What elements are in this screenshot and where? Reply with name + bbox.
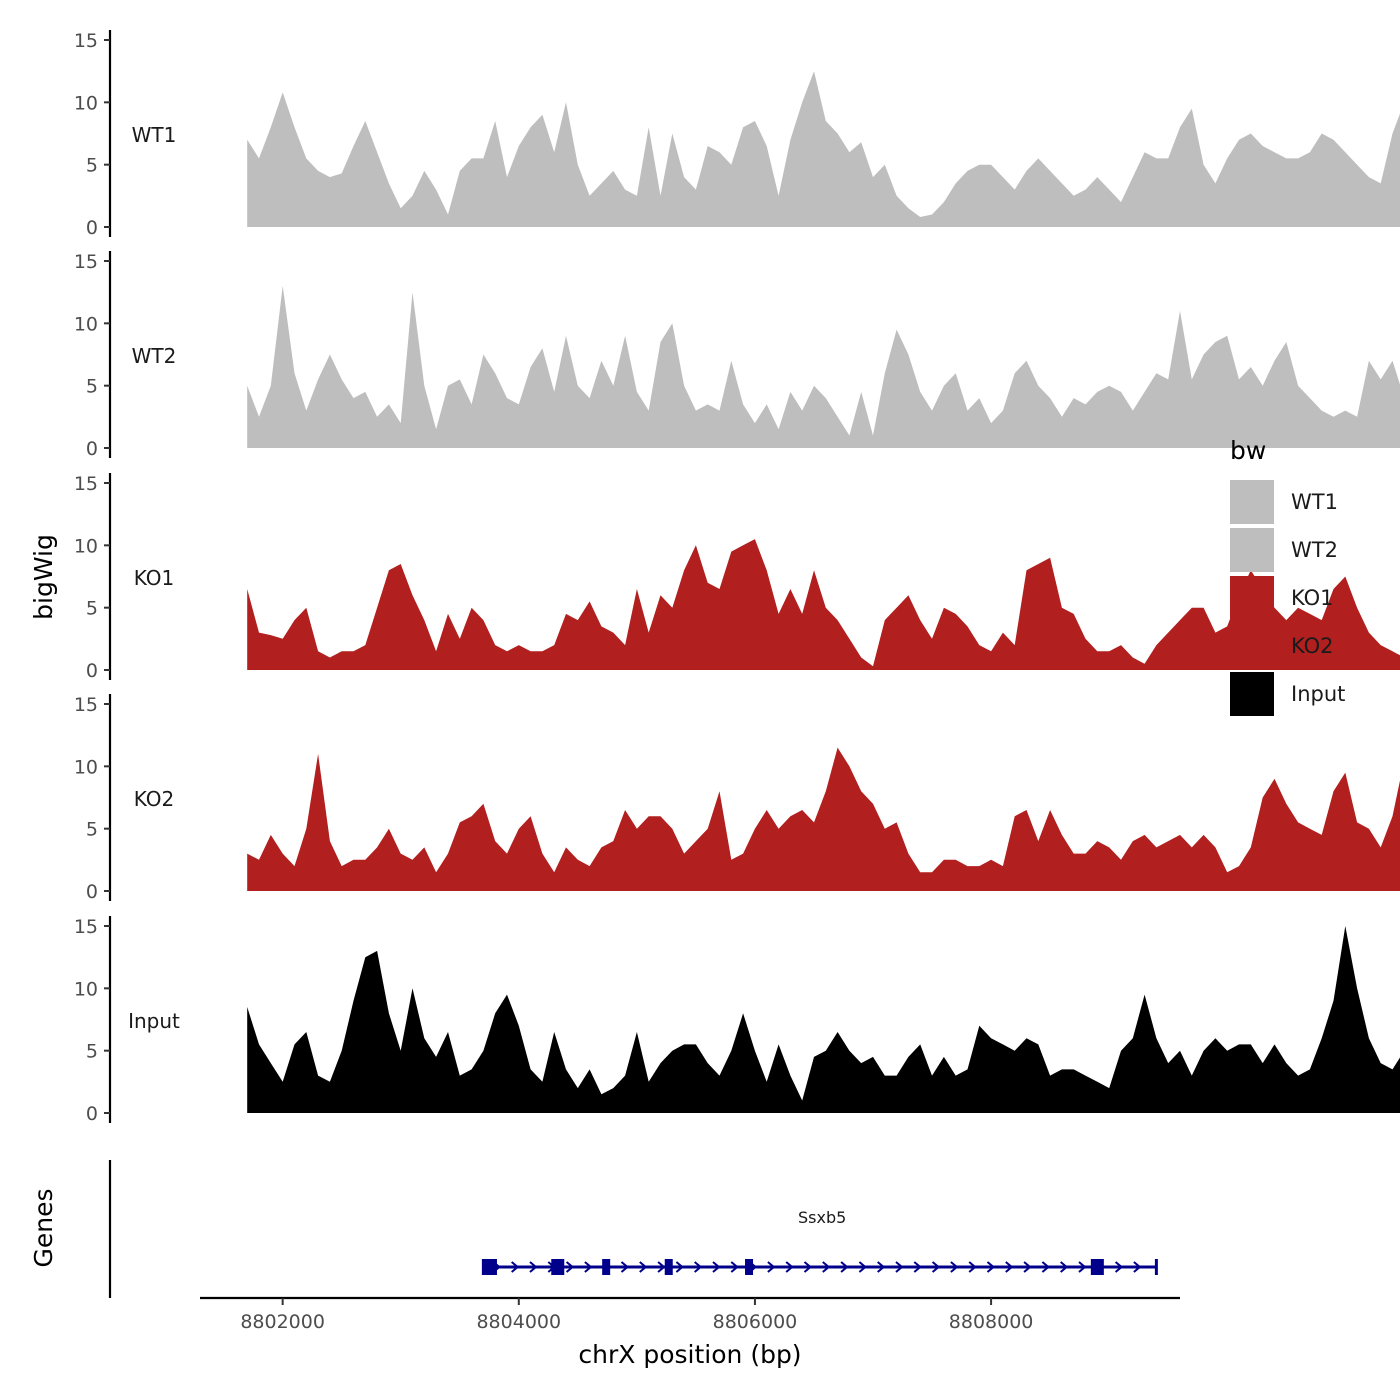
strand-arrow: [785, 1261, 794, 1273]
strand-arrow: [767, 1261, 776, 1273]
y-tick-label: 15: [74, 251, 98, 273]
y-tick-label: 0: [86, 217, 98, 239]
strand-arrow: [620, 1261, 630, 1273]
track-label-ko1: KO1: [134, 566, 175, 590]
exon: [664, 1259, 673, 1275]
track-input: 0 5 10 15 Input: [74, 916, 1400, 1125]
exon: [483, 1259, 497, 1275]
strand-arrow: [986, 1261, 996, 1273]
exon: [1090, 1259, 1104, 1275]
gene-label: Ssxb5: [798, 1208, 846, 1227]
strand-arrow: [639, 1261, 648, 1273]
y-tick-label: 5: [86, 598, 98, 620]
area-ko2: [247, 747, 1400, 891]
y-tick-label: 10: [74, 313, 98, 335]
x-tick-label: 8806000: [713, 1311, 798, 1333]
strand-arrow: [803, 1261, 813, 1273]
legend-key-input: [1230, 672, 1274, 716]
legend-key-wt1: [1230, 480, 1274, 524]
legend-label-input: Input: [1291, 682, 1345, 706]
track-wt1: 0 5 10 15 WT1: [74, 30, 1400, 239]
legend-label-wt1: WT1: [1291, 490, 1338, 514]
legend-key-ko1: [1230, 576, 1274, 620]
exon: [602, 1259, 611, 1275]
y-tick-label: 10: [74, 978, 98, 1000]
y-tick-label: 5: [86, 819, 98, 841]
strand-arrow: [675, 1261, 684, 1273]
legend-key-ko2: [1230, 624, 1274, 668]
strand-arrow: [712, 1261, 721, 1273]
x-axis: 8802000 8804000 8806000 8808000: [200, 1296, 1180, 1333]
x-tick-label: 8804000: [476, 1311, 561, 1333]
x-axis-title: chrX position (bp): [578, 1340, 801, 1369]
strand-arrow: [822, 1261, 831, 1273]
strand-arrow: [1041, 1261, 1050, 1273]
exon: [551, 1259, 565, 1275]
strand-arrow: [840, 1261, 849, 1273]
y-tick-label: 15: [74, 694, 98, 716]
gene-ssxb5: Ssxb5: [481, 1208, 1158, 1275]
x-tick-label: 8802000: [240, 1311, 325, 1333]
legend-label-wt2: WT2: [1291, 538, 1338, 562]
y-tick-label: 15: [74, 473, 98, 495]
strand-arrow: [730, 1261, 739, 1273]
y-tick-label: 5: [86, 1041, 98, 1063]
y-tick-label: 5: [86, 155, 98, 177]
area-input: [247, 926, 1400, 1113]
track-label-wt1: WT1: [132, 123, 177, 147]
strand-arrow: [565, 1261, 575, 1273]
bigwig-tracks: 0 5 10 15 WT1 0 5 10 15 WT2 0 5 10 15 KO1 0 5 10 15 KO2 0 5 10…: [74, 30, 1400, 1125]
strand-arrow: [913, 1261, 922, 1273]
y-tick-label: 0: [86, 1103, 98, 1125]
strand-arrow: [584, 1261, 593, 1273]
y-tick-label: 10: [74, 535, 98, 557]
legend-label-ko2: KO2: [1291, 634, 1334, 658]
strand-arrow: [1023, 1261, 1032, 1273]
strand-arrow: [877, 1261, 886, 1273]
genes-axis-title: Genes: [29, 1188, 58, 1267]
legend-key-wt2: [1230, 528, 1274, 572]
y-tick-label: 10: [74, 756, 98, 778]
exon: [745, 1259, 754, 1275]
strand-arrow: [1060, 1261, 1069, 1273]
legend-title: bw: [1230, 436, 1266, 465]
y-tick-label: 5: [86, 376, 98, 398]
area-wt2: [247, 285, 1400, 448]
track-ko1: 0 5 10 15 KO1: [74, 473, 1400, 682]
strand-arrow: [895, 1261, 904, 1273]
strand-arrow: [931, 1261, 941, 1273]
gene-track: Ssxb5: [108, 1160, 1158, 1298]
legend: bw WT1 WT2 KO1 KO2 Input: [1230, 436, 1345, 716]
area-wt1: [247, 71, 1400, 227]
strand-arrow: [968, 1261, 977, 1273]
y-tick-label: 0: [86, 881, 98, 903]
y-axis-title: bigWig: [29, 534, 58, 620]
track-ko2: 0 5 10 15 KO2: [74, 694, 1400, 903]
x-tick-label: 8808000: [949, 1311, 1034, 1333]
legend-label-ko1: KO1: [1291, 586, 1334, 610]
strand-arrow: [657, 1261, 666, 1273]
strand-arrow: [694, 1261, 703, 1273]
y-tick-label: 15: [74, 30, 98, 52]
strand-arrow: [529, 1261, 538, 1273]
track-wt2: 0 5 10 15 WT2: [74, 251, 1400, 460]
strand-arrow: [511, 1261, 520, 1273]
strand-arrow: [858, 1261, 867, 1273]
y-tick-label: 0: [86, 438, 98, 460]
strand-arrow: [950, 1261, 959, 1273]
strand-arrow: [1133, 1261, 1142, 1273]
track-label-input: Input: [128, 1009, 180, 1033]
area-ko1: [247, 539, 1400, 670]
y-tick-label: 10: [74, 92, 98, 114]
y-tick-label: 15: [74, 916, 98, 938]
y-tick-label: 0: [86, 660, 98, 682]
track-label-wt2: WT2: [132, 344, 177, 368]
track-label-ko2: KO2: [134, 787, 175, 811]
strand-arrow: [1078, 1261, 1087, 1273]
strand-arrow: [1114, 1261, 1124, 1273]
strand-arrow: [1005, 1261, 1014, 1273]
